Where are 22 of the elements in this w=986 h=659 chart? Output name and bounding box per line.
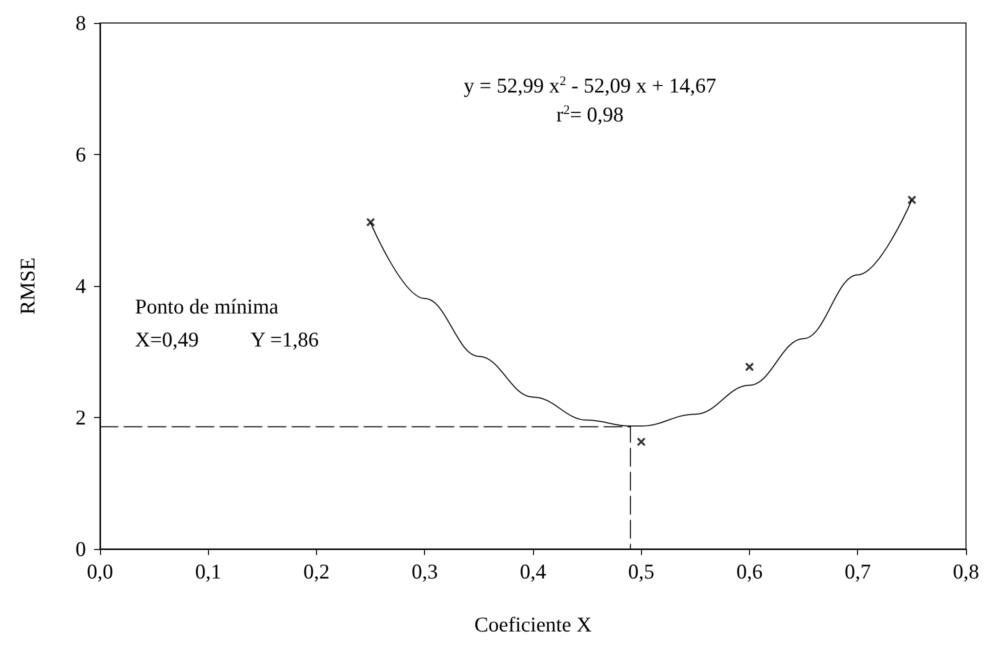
x-tick-label: 0,3 <box>412 560 438 584</box>
annotation: X=0,49 Y =1,86 <box>135 328 319 352</box>
y-tick-label: 0 <box>76 537 86 561</box>
x-tick-label: 0,1 <box>195 560 222 584</box>
point <box>636 437 646 446</box>
x-axis-title: Coeficiente X <box>474 612 592 636</box>
x-tick-label: 0,8 <box>952 560 980 584</box>
y-tick-label: 6 <box>76 142 86 166</box>
point <box>745 362 754 372</box>
y-tick-label: 4 <box>76 274 86 298</box>
y-axis-title: RMSE <box>16 257 40 315</box>
point <box>907 195 916 204</box>
x-tick-label: 0,4 <box>520 560 547 584</box>
x-tick-label: 0,6 <box>736 560 763 584</box>
annotation: Ponto de mínima <box>135 294 280 318</box>
x-tick-label: 0,7 <box>844 560 871 584</box>
x-tick-label: 0,5 <box>628 560 654 584</box>
x-tick-label: 0,0 <box>86 560 114 584</box>
x-tick-label: 0,2 <box>303 560 330 584</box>
point <box>366 218 376 227</box>
y-tick-label: 8 <box>76 11 86 35</box>
y-tick-label: 2 <box>76 406 86 430</box>
